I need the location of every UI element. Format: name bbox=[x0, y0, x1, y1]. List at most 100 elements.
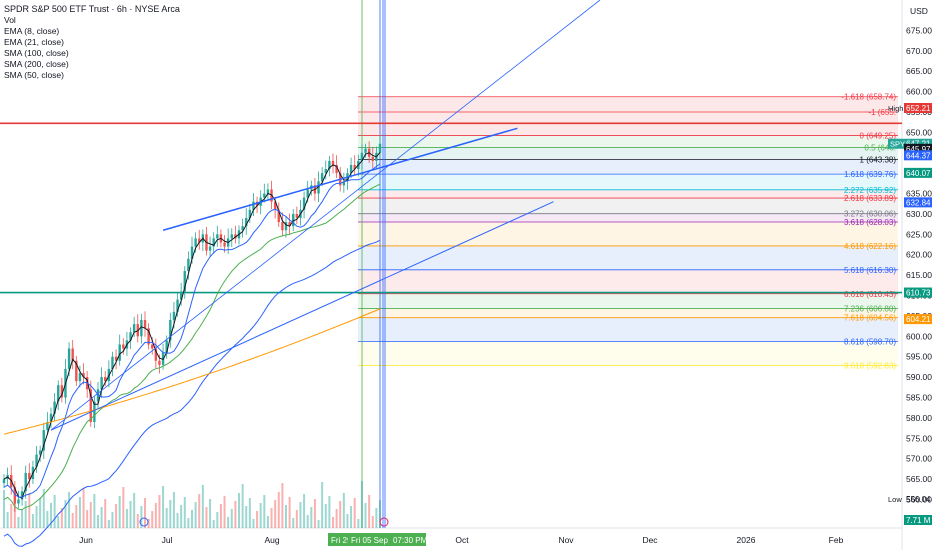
fib-level-label: 1 (643.38) bbox=[860, 155, 897, 164]
candle-body bbox=[208, 246, 212, 251]
channel-upper-line[interactable] bbox=[162, 127, 518, 231]
volume-bar bbox=[364, 503, 367, 528]
time-highlight bbox=[328, 533, 354, 546]
fib-zone bbox=[358, 159, 898, 175]
event-marker[interactable] bbox=[379, 517, 389, 527]
volume-bar bbox=[194, 502, 197, 528]
volume-bar bbox=[375, 508, 378, 528]
volume-bar bbox=[165, 508, 168, 528]
candle-body bbox=[2, 479, 6, 484]
fib-zone bbox=[358, 341, 898, 366]
fib-level-label: 7.618 (604.56) bbox=[844, 314, 896, 323]
price-tick-label: 675.00 bbox=[906, 25, 932, 35]
candle-body bbox=[273, 201, 277, 210]
candle-body bbox=[190, 246, 194, 259]
volume-bar bbox=[353, 498, 356, 528]
volume-bar bbox=[368, 495, 371, 528]
volume-bar bbox=[379, 500, 381, 528]
fib-zone bbox=[358, 213, 898, 222]
candle-body bbox=[317, 181, 320, 194]
volume-bar bbox=[371, 516, 374, 528]
price-badge-text: 7.71 M bbox=[906, 516, 931, 525]
candle-body bbox=[331, 160, 335, 165]
volume-bar bbox=[256, 511, 259, 528]
candle-body bbox=[49, 413, 53, 422]
candle-body bbox=[53, 401, 56, 414]
fib-level-label: 9.618 (592.83) bbox=[844, 362, 896, 371]
candle-body bbox=[360, 152, 364, 161]
volume-bar bbox=[277, 492, 280, 528]
chart-title: SPDR S&P 500 ETF Trust · 6h · NYSE Arca bbox=[4, 4, 180, 14]
volume-bar bbox=[248, 498, 251, 528]
price-badge-text: 604.21 bbox=[906, 315, 931, 324]
price-tick-label: 630.00 bbox=[906, 209, 932, 219]
volume-bar bbox=[129, 501, 132, 528]
sma50-line bbox=[3, 183, 381, 511]
ema21-line bbox=[3, 163, 381, 498]
time-tick-label: Feb bbox=[829, 535, 844, 545]
price-tick-label: 580.00 bbox=[906, 413, 932, 423]
volume-bar bbox=[6, 512, 9, 528]
volume-bar bbox=[201, 485, 204, 528]
candle-body bbox=[165, 340, 168, 353]
time-highlight bbox=[348, 533, 394, 546]
price-tick-label: 560.00 bbox=[906, 494, 932, 504]
fib-level-label: -1 (655. bbox=[868, 108, 896, 117]
candle-body bbox=[75, 360, 78, 382]
candle-body bbox=[17, 499, 20, 504]
volume-bar bbox=[335, 509, 338, 528]
volume-bar bbox=[212, 520, 215, 528]
candle-body bbox=[281, 222, 284, 231]
price-badge-text: 652.21 bbox=[906, 104, 931, 113]
volume-bar bbox=[64, 500, 67, 528]
candle-body bbox=[216, 234, 219, 239]
time-tick-label: Dec bbox=[642, 535, 658, 545]
volume-bar bbox=[82, 488, 85, 528]
candle-body bbox=[71, 348, 74, 361]
volume-bar bbox=[346, 514, 349, 528]
time-tick-label: Aug bbox=[264, 535, 279, 545]
candle-body bbox=[263, 193, 266, 198]
candle-body bbox=[176, 299, 179, 312]
channel-lower-line[interactable] bbox=[50, 201, 554, 431]
volume-bar bbox=[191, 510, 193, 528]
candle-body bbox=[78, 373, 82, 382]
price-tick-label: 620.00 bbox=[906, 250, 932, 260]
volume-bar bbox=[86, 510, 89, 528]
volume-bar bbox=[60, 508, 63, 528]
price-tick-label: 570.00 bbox=[906, 454, 932, 464]
candle-body bbox=[277, 209, 280, 223]
candle-body bbox=[24, 472, 27, 492]
fib-zone bbox=[358, 96, 898, 112]
volume-bar bbox=[360, 481, 363, 528]
price-tick-label: 590.00 bbox=[906, 372, 932, 382]
trend-ray-line[interactable] bbox=[50, 0, 601, 431]
candle-body bbox=[248, 209, 252, 219]
volume-bar bbox=[209, 499, 212, 528]
volume-bar bbox=[100, 507, 103, 528]
candle-body bbox=[46, 421, 49, 431]
candle-body bbox=[241, 226, 244, 231]
candle-body bbox=[266, 189, 270, 194]
dividend-marker[interactable] bbox=[139, 517, 149, 527]
indicator-label: EMA (21, close) bbox=[4, 37, 64, 47]
candle-body bbox=[151, 344, 154, 349]
price-badge bbox=[904, 197, 932, 208]
volume-bar bbox=[285, 505, 287, 528]
price-badge-text: 644.37 bbox=[906, 151, 931, 160]
volume-bar bbox=[162, 486, 165, 528]
volume-bar bbox=[230, 509, 233, 528]
volume-bar bbox=[10, 504, 13, 528]
candle-body bbox=[42, 430, 45, 451]
volume-bar bbox=[176, 513, 179, 528]
candle-body bbox=[324, 169, 327, 174]
volume-bar bbox=[205, 507, 208, 528]
candle-body bbox=[378, 143, 382, 153]
volume-bar bbox=[136, 514, 139, 528]
volume-bar bbox=[245, 506, 248, 528]
volume-bar bbox=[172, 492, 175, 528]
volume-bar bbox=[292, 518, 295, 528]
candle-body bbox=[60, 385, 64, 398]
candle-body bbox=[82, 373, 85, 378]
